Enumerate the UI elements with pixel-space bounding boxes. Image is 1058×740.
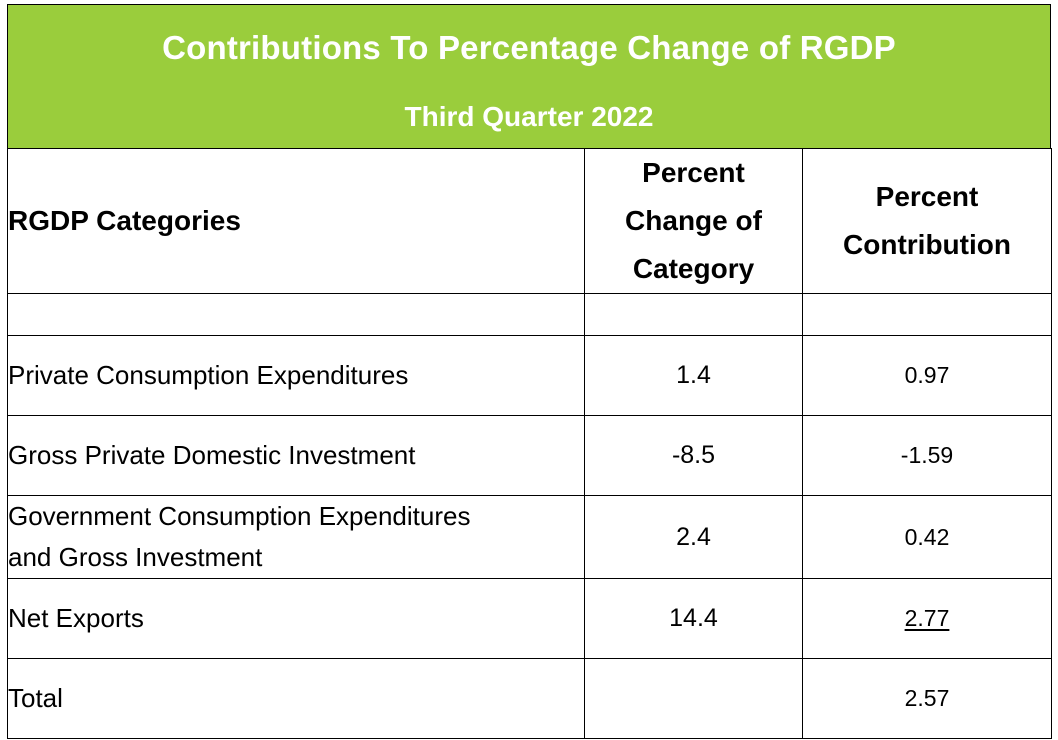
header-row: RGDP Categories Percent Change of Catego… (7, 148, 1052, 294)
table-subtitle: Third Quarter 2022 (404, 101, 654, 132)
percent-contribution-cell: -1.59 (802, 415, 1052, 496)
percent-change-cell (584, 658, 803, 739)
title-banner: Contributions To Percentage Change of RG… (7, 4, 1051, 149)
category-cell: Gross Private Domestic Investment (7, 415, 585, 496)
category-cell-label: Government Consumption Expenditures and … (8, 501, 471, 572)
category-cell: Private Consumption Expenditures (7, 335, 585, 416)
rgdp-contributions-table: RGDP Categories Percent Change of Catego… (7, 148, 1052, 739)
table-row: Government Consumption Expenditures and … (7, 495, 1052, 579)
column-header-percent-change-label: Percent Change of Category (625, 157, 762, 284)
spacer-cell (802, 293, 1052, 336)
percent-contribution-value: 2.77 (904, 605, 950, 631)
percent-contribution-cell: 0.42 (802, 495, 1052, 579)
percent-change-cell: 1.4 (584, 335, 803, 416)
percent-contribution-cell: 2.57 (802, 658, 1052, 739)
spacer-cell (7, 293, 585, 336)
column-header-percent-change: Percent Change of Category (584, 148, 803, 294)
percent-contribution-cell: 0.97 (802, 335, 1052, 416)
percent-change-cell: -8.5 (584, 415, 803, 496)
category-cell: Government Consumption Expenditures and … (7, 495, 585, 579)
table-row: Net Exports 14.4 2.77 (7, 578, 1052, 659)
spacer-cell (584, 293, 803, 336)
total-row: Total 2.57 (7, 658, 1052, 739)
table-row: Private Consumption Expenditures 1.4 0.9… (7, 335, 1052, 416)
column-header-categories: RGDP Categories (7, 148, 585, 294)
column-header-percent-contribution: Percent Contribution (802, 148, 1052, 294)
category-cell: Total (7, 658, 585, 739)
percent-contribution-cell: 2.77 (802, 578, 1052, 659)
percent-change-cell: 2.4 (584, 495, 803, 579)
column-header-percent-contribution-label: Percent Contribution (843, 181, 1011, 260)
percent-change-cell: 14.4 (584, 578, 803, 659)
table-title: Contributions To Percentage Change of RG… (162, 29, 896, 66)
spacer-row (7, 293, 1052, 336)
category-cell: Net Exports (7, 578, 585, 659)
table-row: Gross Private Domestic Investment -8.5 -… (7, 415, 1052, 496)
